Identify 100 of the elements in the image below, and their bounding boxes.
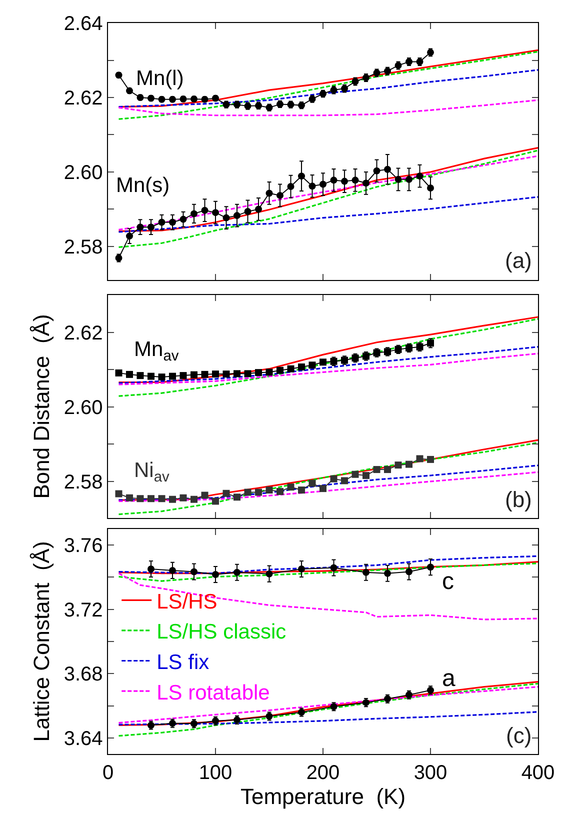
series-label: Mn(l) (136, 67, 184, 90)
point (373, 167, 380, 174)
point (180, 372, 187, 380)
point (394, 176, 402, 183)
point (416, 455, 424, 462)
point (212, 570, 219, 578)
point (190, 210, 198, 218)
y-tick-label: 3.68 (64, 664, 103, 686)
y-tick-label: 2.58 (64, 471, 103, 494)
x-tick-label: 100 (198, 762, 232, 784)
y-tick-label: 2.58 (64, 236, 103, 258)
point (298, 172, 305, 180)
point (190, 568, 198, 576)
point (148, 566, 154, 573)
point (190, 371, 198, 378)
line-series (118, 316, 538, 384)
point (180, 216, 187, 223)
point (201, 492, 208, 499)
y-tick-label: 3.76 (64, 535, 103, 558)
line-series (118, 69, 538, 108)
point (341, 477, 348, 484)
point (148, 224, 154, 231)
series-label: a (442, 665, 456, 692)
series-label: Ni$_{av}$ (134, 459, 170, 486)
point (406, 568, 412, 576)
point (352, 470, 359, 478)
point (308, 362, 316, 369)
y-tick-label: 2.60 (64, 396, 103, 419)
series-label: Mn$_{av}$ (134, 338, 180, 364)
legend-label: LS/HS classic (156, 620, 286, 644)
point (362, 180, 370, 187)
point (234, 212, 240, 220)
point (234, 568, 240, 576)
point (330, 564, 338, 572)
line-series (118, 150, 538, 248)
y-tick-label: 2.62 (64, 322, 103, 344)
point (266, 486, 273, 494)
line-series (118, 711, 538, 726)
point (384, 466, 391, 474)
annotation: (b) (505, 487, 532, 512)
point (320, 485, 326, 492)
y-tick-label: 2.62 (64, 87, 103, 110)
y-tick-label: 3.64 (64, 728, 103, 750)
point (212, 370, 219, 378)
point (169, 218, 176, 226)
point (298, 566, 305, 573)
point (406, 176, 412, 183)
point (308, 182, 316, 190)
point (244, 208, 252, 215)
point (126, 232, 133, 240)
x-tick-label: 400 (521, 762, 555, 784)
point (287, 183, 294, 190)
point (320, 180, 326, 188)
point (266, 570, 273, 578)
point (115, 369, 122, 376)
point (148, 372, 154, 380)
point (341, 178, 348, 185)
point (148, 495, 154, 502)
x-tick-label: 0 (102, 762, 114, 784)
point (169, 496, 176, 503)
line-series (118, 49, 538, 108)
point (115, 490, 122, 498)
point (222, 490, 230, 497)
point (158, 218, 166, 226)
point (244, 370, 252, 378)
point (427, 564, 434, 571)
point (136, 224, 144, 231)
point (169, 372, 176, 380)
line-series (118, 99, 538, 116)
point (266, 368, 273, 376)
y-axis-title: Bond Distance (Å) (28, 314, 54, 499)
legend-label: LS/HS (156, 590, 218, 614)
point (234, 370, 240, 378)
line-series (118, 442, 538, 516)
point (255, 369, 262, 376)
y-axis-title: Lattice Constant (Å) (28, 541, 54, 742)
point (255, 206, 262, 213)
point (362, 568, 370, 576)
point (330, 475, 338, 482)
point (384, 166, 391, 173)
y-tick-label: 2.64 (64, 13, 103, 35)
point (373, 466, 380, 474)
point (222, 214, 230, 222)
point (406, 460, 412, 468)
x-tick-label: 200 (306, 762, 340, 784)
point (287, 484, 294, 491)
point (352, 176, 359, 184)
point (308, 480, 316, 487)
point (330, 176, 338, 184)
line-series (118, 50, 538, 120)
point (201, 206, 208, 214)
point (158, 374, 166, 381)
legend-label: LS fix (156, 650, 210, 674)
point (320, 358, 326, 366)
line-series (118, 318, 538, 397)
point (384, 570, 391, 577)
point (362, 472, 370, 479)
point (298, 486, 305, 494)
series-label: Mn(s) (116, 174, 170, 197)
point (126, 494, 133, 502)
